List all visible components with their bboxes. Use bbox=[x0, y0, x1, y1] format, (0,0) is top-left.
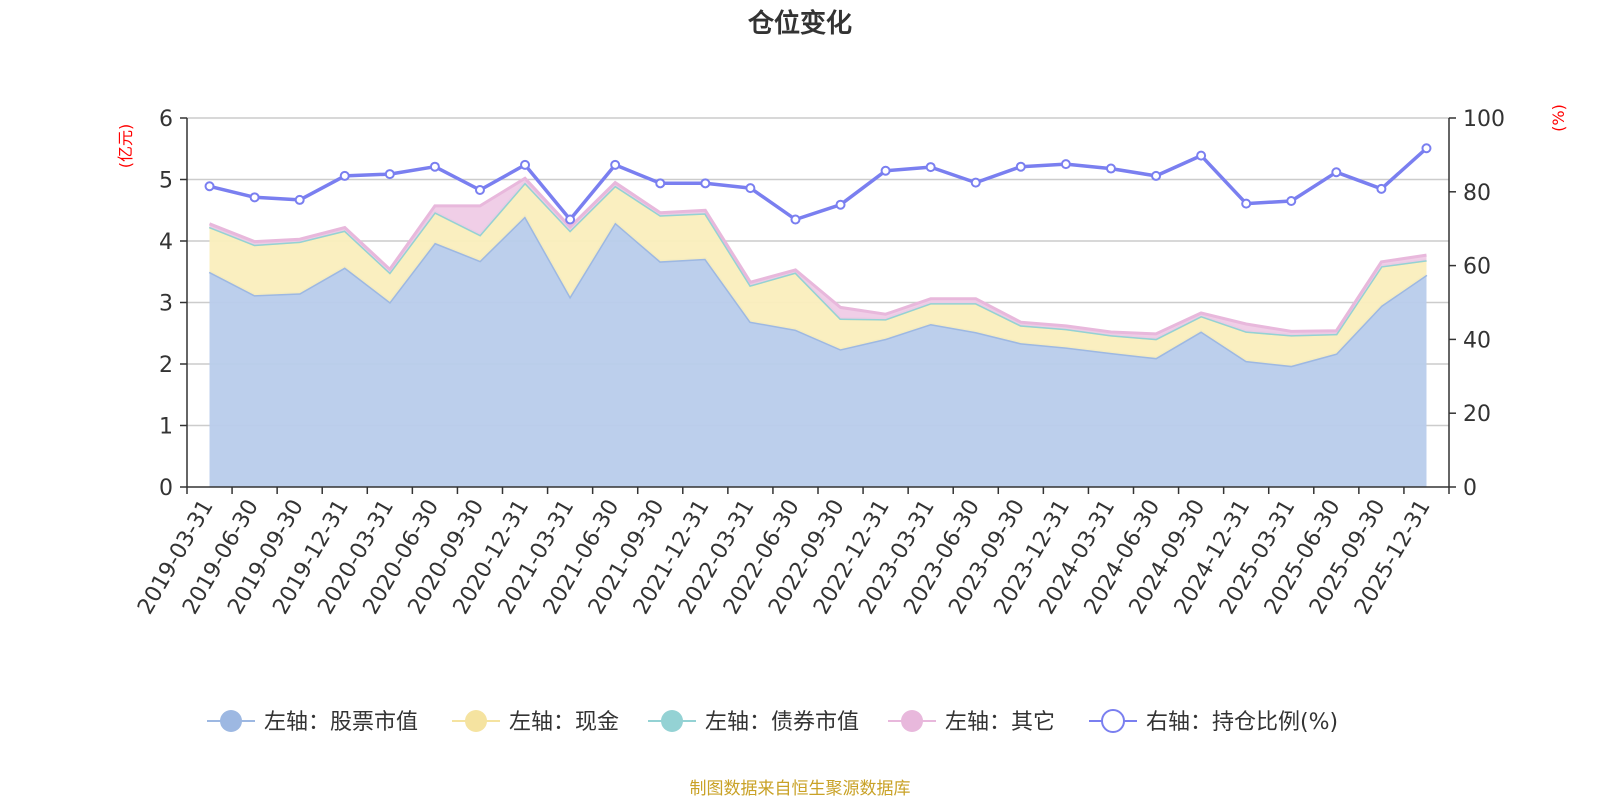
left-tick-label: 0 bbox=[159, 476, 173, 501]
ratio-point bbox=[610, 159, 621, 170]
left-tick-label: 3 bbox=[159, 292, 173, 317]
left-tick-label: 2 bbox=[159, 353, 173, 378]
area-series-0 bbox=[209, 216, 1427, 487]
ratio-point bbox=[1060, 159, 1071, 170]
ratio-point bbox=[429, 161, 440, 172]
ratio-point bbox=[1286, 196, 1297, 207]
legend-marker bbox=[1101, 709, 1125, 733]
legend-label: 左轴：其它 bbox=[945, 710, 1055, 735]
ratio-point bbox=[1105, 163, 1116, 174]
legend-item[interactable]: 左轴：现金 bbox=[452, 710, 619, 735]
ratio-point bbox=[474, 184, 485, 195]
ratio-point bbox=[294, 194, 305, 205]
left-tick-label: 1 bbox=[159, 415, 173, 440]
ratio-point bbox=[880, 165, 891, 176]
right-tick-label: 40 bbox=[1463, 328, 1491, 353]
legend: 左轴：股票市值 左轴：现金 左轴：债券市值 左轴：其它 右轴：持仓比例(%) bbox=[207, 709, 1338, 735]
ratio-point bbox=[1376, 183, 1387, 194]
area-edge-series-3 bbox=[208, 176, 1427, 336]
right-tick-label: 0 bbox=[1463, 476, 1477, 501]
left-tick-label: 4 bbox=[159, 230, 173, 255]
stacked-areas bbox=[208, 176, 1428, 487]
legend-label: 左轴：现金 bbox=[509, 710, 619, 735]
legend-item[interactable]: 右轴：持仓比例(%) bbox=[1089, 709, 1338, 735]
ratio-line-path bbox=[209, 146, 1428, 222]
chart-title: 仓位变化 bbox=[747, 8, 852, 39]
ratio-point bbox=[745, 183, 756, 194]
ratio-point bbox=[970, 177, 981, 188]
ratio-point bbox=[565, 214, 576, 225]
left-tick-label: 6 bbox=[159, 107, 173, 132]
ratio-point bbox=[655, 178, 666, 189]
legend-item[interactable]: 左轴：其它 bbox=[888, 710, 1055, 735]
legend-label: 左轴：股票市值 bbox=[264, 710, 418, 735]
ratio-point bbox=[339, 170, 350, 181]
ratio-point bbox=[700, 178, 711, 189]
right-axis-unit-label: (%) bbox=[1549, 104, 1568, 132]
data-source-note: 制图数据来自恒生聚源数据库 bbox=[690, 779, 911, 799]
right-tick-label: 100 bbox=[1463, 107, 1505, 132]
ratio-point bbox=[790, 214, 801, 225]
legend-item[interactable]: 左轴：债券市值 bbox=[648, 710, 859, 735]
ratio-point bbox=[1015, 161, 1026, 172]
ratio-point bbox=[1196, 150, 1207, 161]
ratio-point bbox=[1421, 143, 1432, 154]
ratio-point bbox=[835, 199, 846, 210]
legend-marker bbox=[220, 710, 242, 732]
left-axis-unit-label: (亿元) bbox=[116, 124, 135, 169]
area-series-1 bbox=[209, 182, 1427, 366]
right-tick-label: 60 bbox=[1463, 255, 1491, 280]
legend-label: 右轴：持仓比例(%) bbox=[1146, 710, 1338, 735]
ratio-point bbox=[204, 181, 215, 192]
legend-label: 左轴：债券市值 bbox=[705, 710, 859, 735]
legend-item[interactable]: 左轴：股票市值 bbox=[207, 710, 418, 735]
right-tick-label: 80 bbox=[1463, 181, 1491, 206]
ratio-point bbox=[520, 159, 531, 170]
right-tick-label: 20 bbox=[1463, 402, 1491, 427]
legend-marker bbox=[901, 710, 923, 732]
ratio-point bbox=[249, 192, 260, 203]
ratio-point bbox=[384, 169, 395, 180]
legend-marker bbox=[465, 710, 487, 732]
ratio-point bbox=[1151, 170, 1162, 181]
ratio-point bbox=[1331, 167, 1342, 178]
ratio-point bbox=[925, 162, 936, 173]
ratio-point bbox=[1241, 198, 1252, 209]
legend-marker bbox=[661, 710, 683, 732]
left-tick-label: 5 bbox=[159, 169, 173, 194]
position-ratio-series bbox=[204, 143, 1432, 225]
